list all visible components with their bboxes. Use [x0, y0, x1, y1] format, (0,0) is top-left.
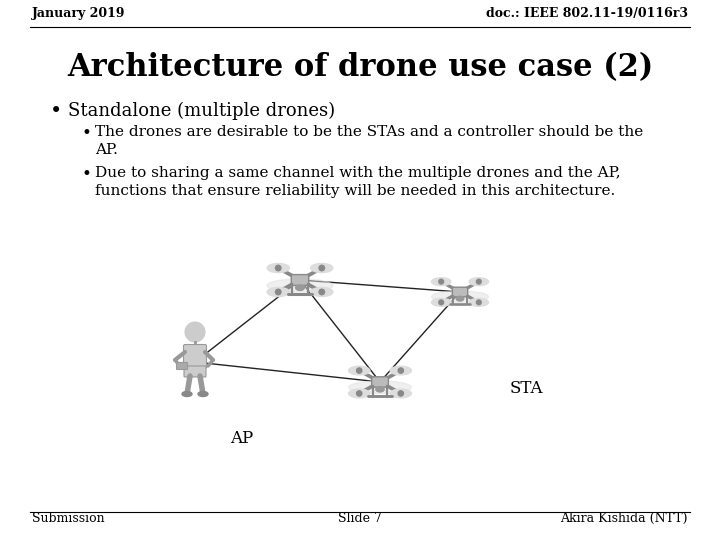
Ellipse shape [456, 296, 464, 301]
Ellipse shape [198, 392, 208, 396]
Circle shape [319, 289, 325, 295]
Circle shape [477, 279, 481, 284]
Ellipse shape [432, 278, 451, 286]
Ellipse shape [390, 366, 411, 375]
Text: Akira Kishida (NTT): Akira Kishida (NTT) [560, 511, 688, 524]
FancyBboxPatch shape [184, 345, 207, 368]
Text: Slide 7: Slide 7 [338, 511, 382, 524]
Text: Standalone (multiple drones): Standalone (multiple drones) [68, 102, 335, 120]
Text: AP: AP [230, 430, 253, 447]
Circle shape [319, 265, 325, 271]
Circle shape [356, 368, 362, 373]
Text: The drones are desirable to be the STAs and a controller should be the
AP.: The drones are desirable to be the STAs … [95, 125, 643, 157]
Circle shape [398, 391, 403, 396]
Ellipse shape [296, 285, 305, 291]
Text: •: • [50, 102, 62, 121]
FancyBboxPatch shape [372, 377, 388, 387]
Circle shape [276, 289, 281, 295]
Ellipse shape [311, 288, 333, 296]
Circle shape [185, 322, 205, 342]
Text: •: • [82, 125, 92, 142]
Text: Architecture of drone use case (2): Architecture of drone use case (2) [67, 52, 653, 83]
Text: Due to sharing a same channel with the multiple drones and the AP,
functions tha: Due to sharing a same channel with the m… [95, 166, 621, 198]
FancyBboxPatch shape [176, 362, 187, 369]
Ellipse shape [182, 392, 192, 396]
Ellipse shape [348, 381, 412, 394]
Circle shape [276, 265, 281, 271]
Circle shape [398, 368, 403, 373]
FancyBboxPatch shape [452, 287, 468, 297]
Ellipse shape [267, 279, 333, 292]
Ellipse shape [267, 288, 289, 296]
Ellipse shape [311, 264, 333, 272]
Ellipse shape [469, 278, 488, 286]
Ellipse shape [432, 299, 451, 306]
Ellipse shape [376, 387, 384, 392]
Circle shape [356, 391, 362, 396]
Ellipse shape [348, 366, 369, 375]
FancyBboxPatch shape [292, 275, 309, 286]
Circle shape [438, 279, 444, 284]
Ellipse shape [390, 389, 411, 397]
Text: January 2019: January 2019 [32, 8, 125, 21]
Circle shape [438, 300, 444, 305]
Circle shape [477, 300, 481, 305]
Text: STA: STA [510, 380, 544, 397]
Ellipse shape [348, 389, 369, 397]
Ellipse shape [431, 291, 488, 302]
Text: doc.: IEEE 802.11-19/0116r3: doc.: IEEE 802.11-19/0116r3 [486, 8, 688, 21]
Text: •: • [82, 166, 92, 183]
Text: Submission: Submission [32, 511, 104, 524]
FancyBboxPatch shape [184, 366, 206, 377]
Ellipse shape [469, 299, 488, 306]
Ellipse shape [267, 264, 289, 272]
